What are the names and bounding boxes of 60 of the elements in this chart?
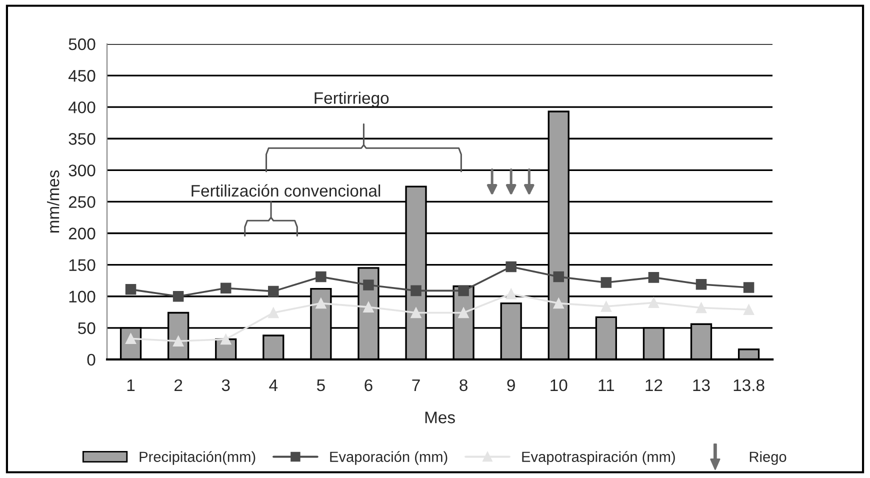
x-tick-label: 13	[693, 379, 710, 392]
point	[648, 272, 660, 283]
text: Riego	[750, 451, 786, 465]
point	[220, 282, 232, 294]
x-tick-label: 7	[412, 380, 420, 391]
point	[363, 280, 374, 290]
point	[696, 302, 707, 314]
point	[600, 301, 612, 312]
y-tick-label: 200	[68, 228, 96, 240]
x-tick-label: 10	[550, 379, 568, 392]
y-tick-label: 300	[68, 164, 96, 176]
point	[172, 290, 184, 302]
x-tick-label: 13.8	[734, 379, 764, 392]
y-tick-label: 350	[68, 133, 96, 145]
x-tick-label: 3	[222, 379, 230, 392]
point	[268, 286, 279, 297]
x-tick-label: 2	[174, 379, 182, 391]
point	[648, 297, 660, 308]
y-axis-title: mm/mes	[47, 170, 60, 233]
point	[458, 307, 469, 318]
y-tick-label: 500	[68, 38, 96, 50]
point	[600, 277, 612, 288]
legend-label: Evaporación (mm)	[330, 451, 448, 465]
x-tick-label: 5	[316, 380, 325, 392]
x-tick-label: 9	[507, 379, 515, 392]
point	[553, 271, 564, 282]
x-tick-label: 11	[598, 380, 614, 391]
x-tick-label: 8	[460, 379, 468, 392]
y-tick-label: 100	[69, 290, 96, 303]
point	[743, 282, 754, 293]
x-axis-title: Mes	[425, 412, 455, 424]
y-tick-label: 250	[68, 196, 96, 208]
point	[410, 307, 422, 318]
x-tick-label: 6	[364, 379, 372, 392]
legend-label: Precipitación(mm)	[140, 451, 256, 465]
point	[172, 336, 184, 347]
point	[410, 285, 422, 296]
legend-label: Evapotraspiración (mm)	[522, 451, 675, 465]
point	[125, 284, 136, 295]
point	[458, 285, 469, 296]
x-tick-label: 4	[269, 380, 278, 391]
annotation: Fertirriego	[314, 92, 389, 108]
point	[220, 334, 232, 345]
annotation: Fertilización convencional	[192, 184, 380, 197]
point	[316, 271, 326, 282]
point	[743, 304, 754, 315]
point	[316, 298, 326, 309]
point	[506, 288, 516, 300]
x-tick-label: 1	[127, 380, 135, 391]
point	[696, 278, 707, 290]
y-tick-label: 50	[78, 322, 96, 334]
y-tick-label: 0	[87, 354, 96, 366]
y-tick-label: 450	[68, 70, 96, 82]
point	[268, 307, 279, 318]
point	[506, 261, 516, 272]
y-tick-label: 150	[69, 259, 96, 272]
point	[553, 298, 564, 309]
point	[363, 302, 374, 312]
x-tick-label: 12	[646, 379, 662, 391]
y-tick-label: 400	[68, 101, 96, 114]
